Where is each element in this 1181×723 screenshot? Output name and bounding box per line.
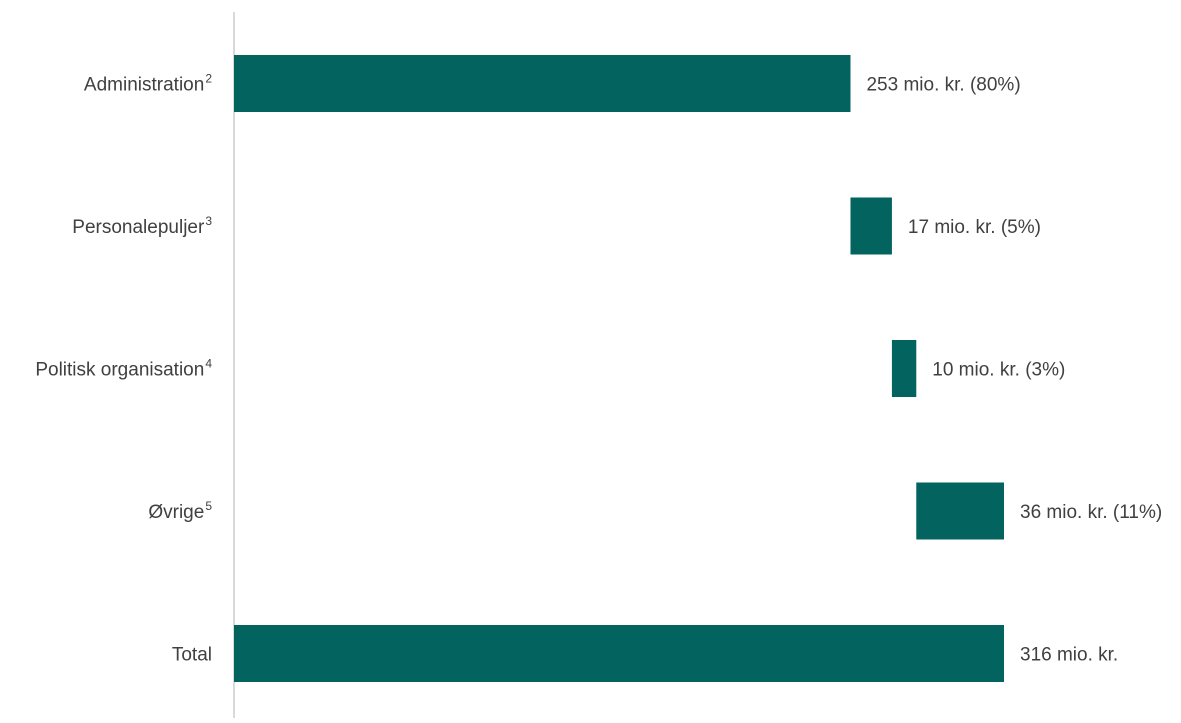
category-label-text: Øvrige xyxy=(148,502,204,523)
labels-layer: Administration2 253 mio. kr. (80%) Persona… xyxy=(35,72,1162,666)
data-label: 36 mio. kr. (11%) xyxy=(1020,502,1162,523)
category-label-text: Personalepuljer xyxy=(72,217,205,238)
footnote-marker: 5 xyxy=(205,499,212,513)
category-label: Personalepuljer3 xyxy=(72,214,212,238)
bar xyxy=(850,197,892,255)
footnote-marker: 2 xyxy=(205,72,212,86)
footnote-marker: 4 xyxy=(205,357,212,371)
category-label: Total xyxy=(172,645,212,666)
bar xyxy=(916,482,1004,540)
bar xyxy=(234,625,1004,682)
data-label: 10 mio. kr. (3%) xyxy=(932,360,1065,381)
footnote-marker: 3 xyxy=(205,214,212,228)
category-label-text: Administration xyxy=(84,75,204,96)
data-label: 17 mio. kr. (5%) xyxy=(908,217,1041,238)
data-label: 253 mio. kr. (80%) xyxy=(866,75,1020,96)
category-label-text: Politisk organisation xyxy=(35,360,204,381)
category-label: Politisk organisation4 xyxy=(35,357,212,381)
category-label-text: Total xyxy=(172,645,212,666)
bar xyxy=(234,55,851,112)
category-label: Administration2 xyxy=(84,72,212,96)
bars-layer xyxy=(234,55,1004,682)
category-label: Øvrige5 xyxy=(148,499,212,523)
bar xyxy=(891,340,917,397)
data-label: 316 mio. kr. xyxy=(1020,645,1118,666)
